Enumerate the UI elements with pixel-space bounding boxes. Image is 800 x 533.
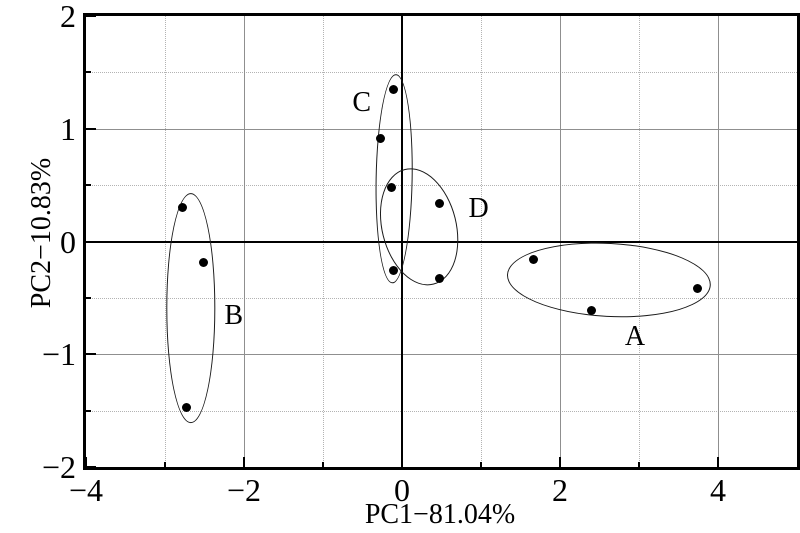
- y-minor-tick: [86, 296, 91, 299]
- y-tick-label: −2: [41, 449, 76, 485]
- x-minor-tick: [322, 462, 324, 467]
- y-major-tick: [86, 353, 96, 356]
- x-major-tick: [717, 457, 719, 467]
- data-point-C: [376, 134, 386, 144]
- cluster-label-C: C: [352, 86, 372, 118]
- cluster-label-D: D: [468, 192, 489, 224]
- x-tick-label: 2: [552, 472, 568, 508]
- y-major-gridline: [86, 128, 797, 130]
- y-minor-tick: [86, 409, 91, 412]
- y-tick-label: 2: [60, 0, 76, 34]
- x-major-tick: [559, 457, 561, 467]
- y-zero-axis-line: [86, 240, 797, 243]
- y-minor-gridline: [86, 185, 797, 187]
- cluster-label-A: A: [624, 321, 646, 353]
- x-major-tick: [85, 457, 87, 467]
- y-minor-gridline: [86, 72, 797, 74]
- y-tick-label: 1: [60, 110, 76, 147]
- y-tick-label: 0: [60, 223, 76, 260]
- data-point-D: [434, 274, 444, 284]
- x-tick-label: −2: [226, 472, 262, 508]
- x-minor-tick: [164, 462, 166, 467]
- y-major-tick: [86, 15, 96, 17]
- x-axis-title: PC1−81.04%: [364, 499, 516, 530]
- data-point-A: [587, 305, 597, 315]
- x-minor-tick: [638, 462, 640, 467]
- data-point-C: [388, 266, 398, 276]
- x-tick-label: 4: [710, 472, 726, 508]
- data-point-B: [177, 203, 187, 213]
- x-tick-label: −4: [68, 472, 104, 508]
- cluster-label-B: B: [224, 299, 244, 331]
- x-tick-label: 0: [394, 472, 410, 508]
- y-major-tick: [86, 127, 96, 130]
- x-major-tick: [243, 457, 245, 467]
- y-major-tick: [86, 466, 96, 468]
- data-point-A: [529, 255, 539, 265]
- cluster-ellipse-A: [505, 237, 713, 323]
- x-minor-tick: [480, 462, 482, 467]
- data-point-D: [435, 198, 445, 208]
- y-tick-label: −1: [41, 336, 76, 373]
- y-major-gridline: [86, 354, 797, 356]
- data-point-C: [388, 84, 398, 94]
- cluster-ellipse-B: [166, 193, 216, 423]
- data-point-A: [692, 284, 702, 294]
- data-point-B: [181, 402, 191, 412]
- y-major-tick: [86, 240, 96, 243]
- data-point-B: [199, 258, 209, 268]
- plot-area: [83, 13, 800, 470]
- y-minor-tick: [86, 71, 91, 74]
- x-major-tick: [401, 457, 403, 467]
- y-minor-tick: [86, 184, 91, 187]
- data-point-D: [387, 182, 397, 192]
- y-minor-gridline: [86, 297, 797, 299]
- y-minor-gridline: [86, 410, 797, 412]
